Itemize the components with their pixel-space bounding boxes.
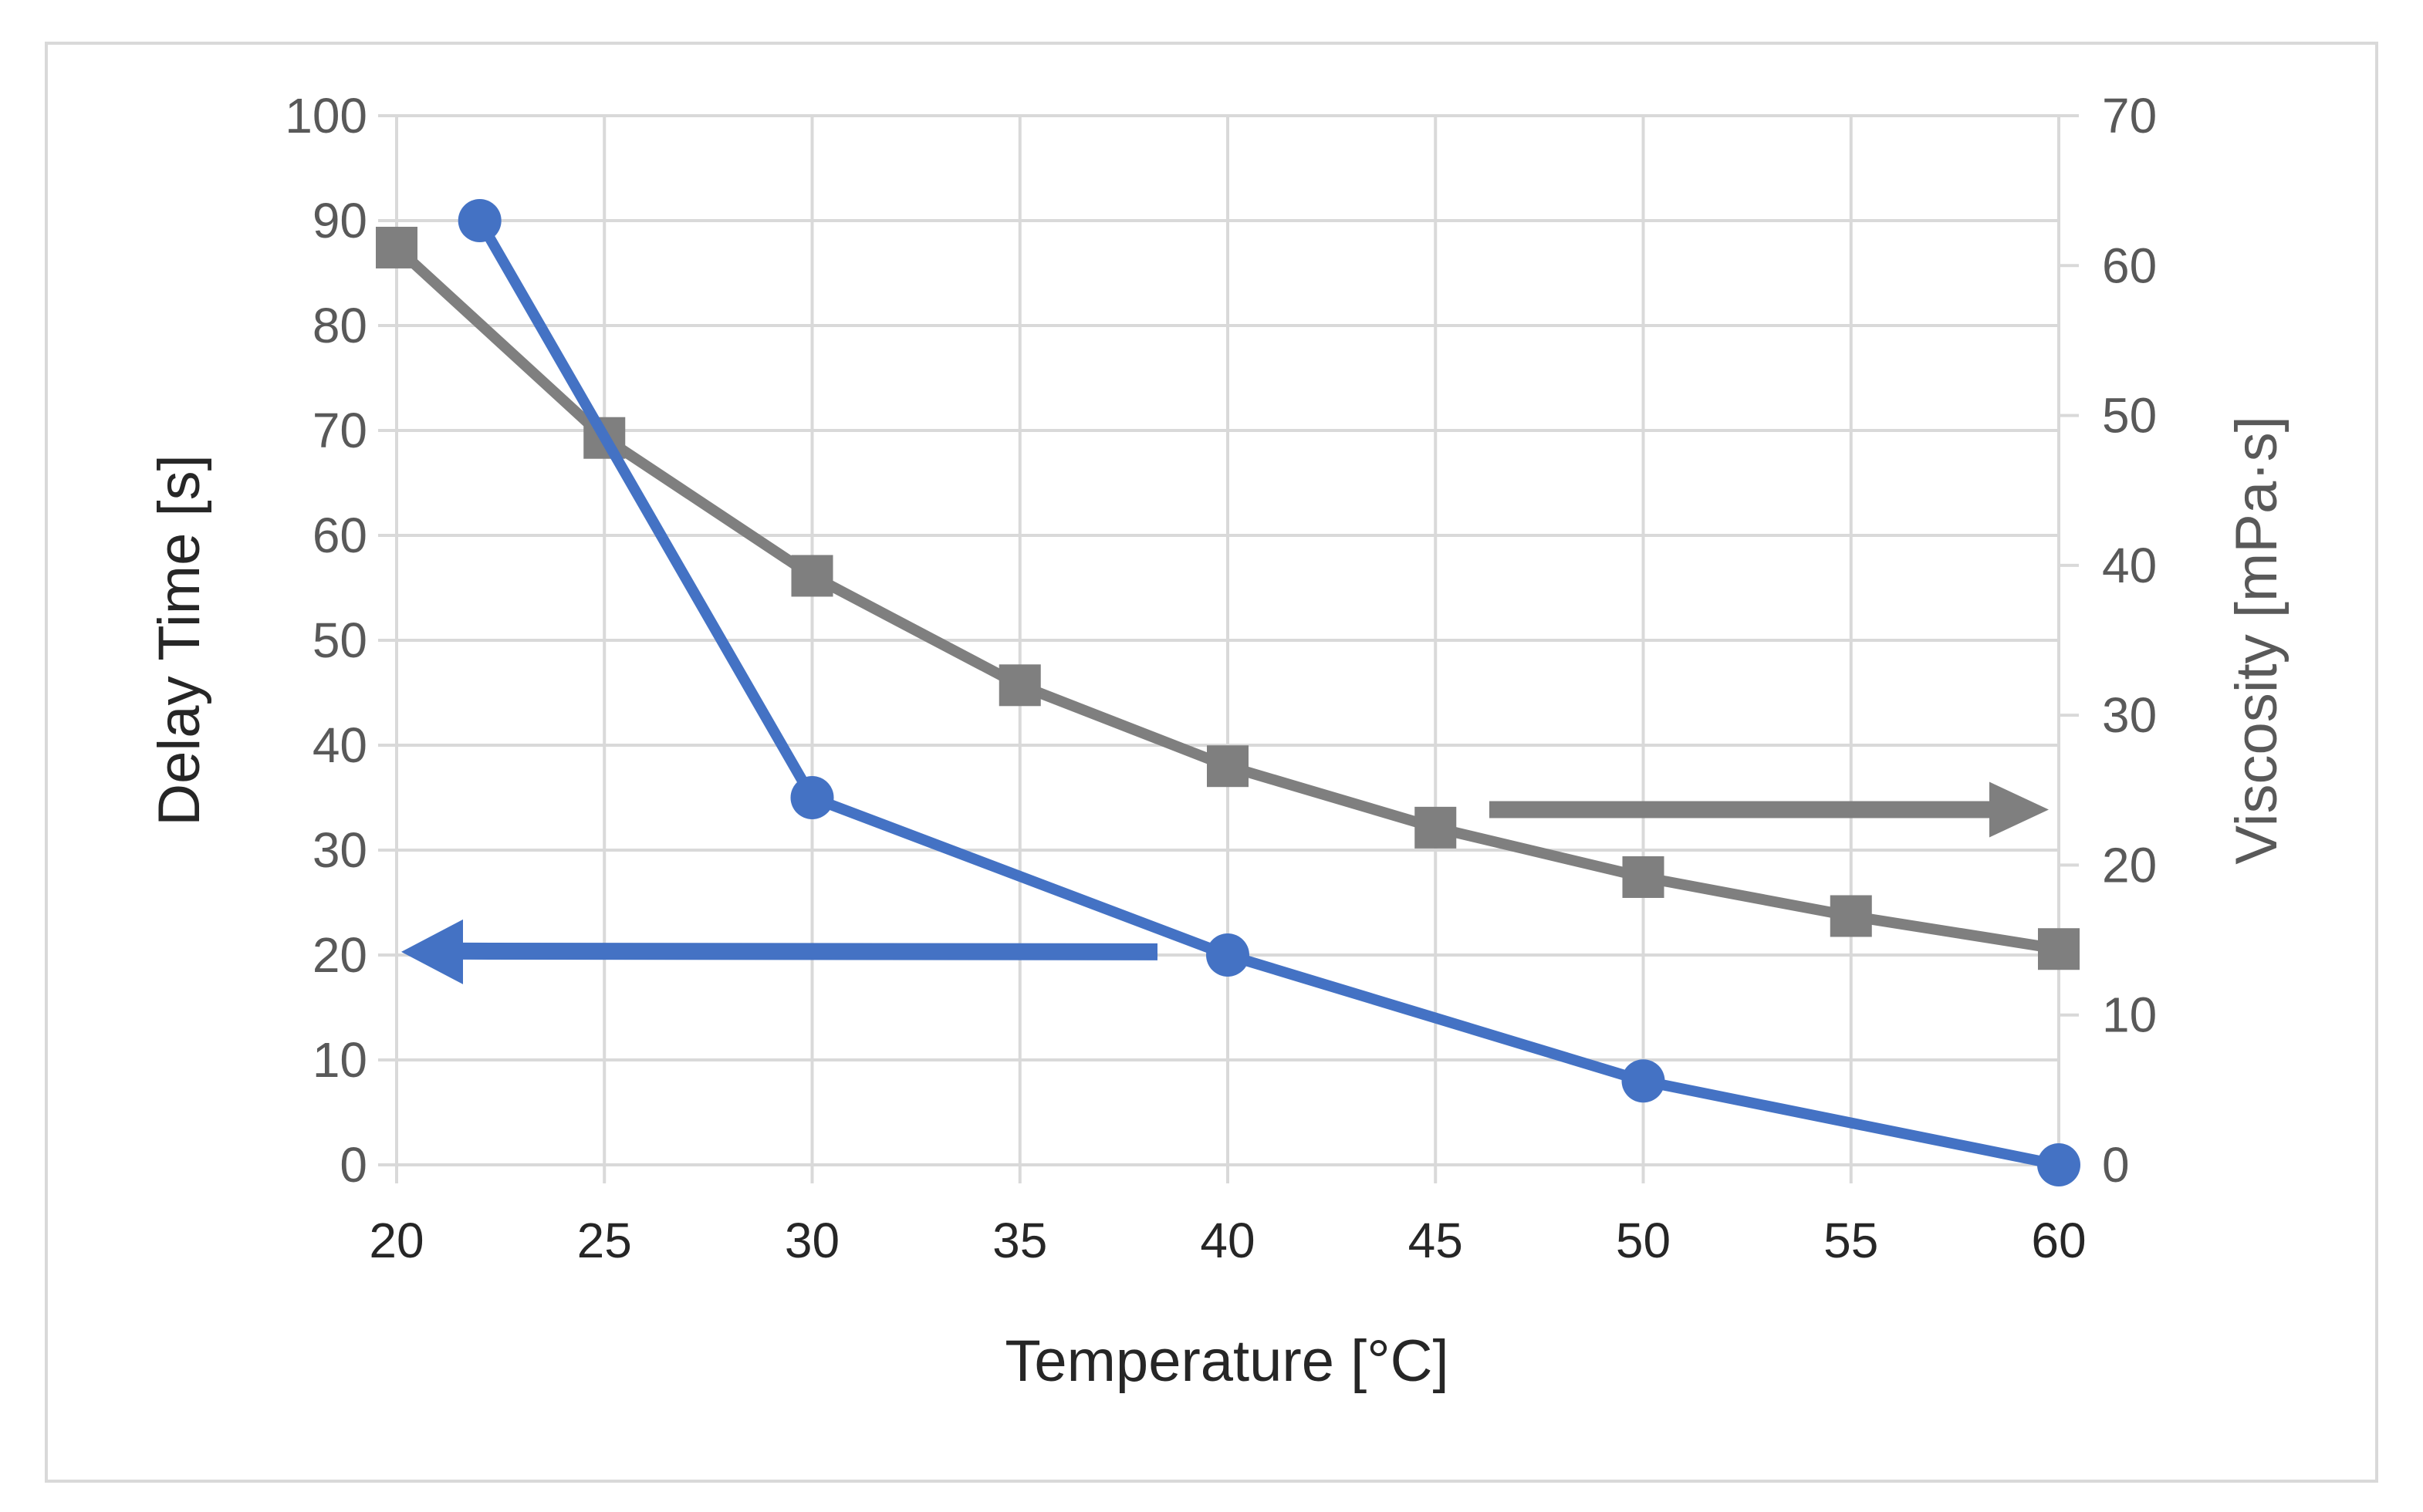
viscosity-point [1622, 856, 1664, 898]
viscosity-point [1414, 806, 1457, 849]
x-tick-label: 50 [1616, 1213, 1671, 1268]
y-tick-label: 40 [313, 717, 367, 773]
y2-tick-label: 50 [2102, 388, 2157, 444]
y2-tick-label: 20 [2102, 837, 2157, 893]
y2-tick-label: 0 [2102, 1137, 2130, 1193]
y-tick-label: 50 [313, 613, 367, 668]
y-tick-label: 90 [313, 193, 367, 248]
viscosity-point [1830, 895, 1872, 937]
viscosity-point [999, 664, 1041, 707]
delay-time-point [2037, 1143, 2080, 1186]
y2-tick-label: 30 [2102, 687, 2157, 743]
viscosity-point [1207, 745, 1249, 788]
y-tick-label: 0 [340, 1137, 367, 1193]
gridlines [378, 114, 2079, 1183]
x-tick-label: 55 [1823, 1213, 1878, 1268]
y-tick-label: 70 [313, 403, 367, 458]
delay-time-point [458, 199, 502, 242]
y-tick-label: 10 [313, 1032, 367, 1088]
x-tick-label: 35 [992, 1213, 1047, 1268]
y2-tick-label: 40 [2102, 538, 2157, 593]
x-tick-label: 45 [1408, 1213, 1463, 1268]
y2-tick-label: 70 [2102, 88, 2157, 143]
y2-tick-label: 10 [2102, 987, 2157, 1043]
x-tick-label: 60 [2031, 1213, 2086, 1268]
annotations [401, 781, 2049, 984]
delay-time-point [1206, 933, 1249, 977]
x-tick-label: 30 [785, 1213, 840, 1268]
viscosity-point [376, 226, 417, 268]
x-tick-label: 25 [577, 1213, 632, 1268]
tick-labels: 0 10 20 30 40 50 60 70 80 90 100 0 10 20 30 40 50 60 70 20 2… [285, 88, 2157, 1268]
y-tick-label: 100 [285, 88, 367, 143]
y2-tick-label: 60 [2102, 238, 2157, 293]
y-tick-label: 30 [313, 822, 367, 878]
viscosity-point [2038, 928, 2080, 970]
right-axis-arrow-head [1989, 781, 2049, 838]
delay-time-point [790, 776, 834, 819]
y-axis-title: Delay Time [s] [147, 454, 212, 825]
y-tick-label: 60 [313, 508, 367, 563]
left-axis-arrow-head [401, 919, 463, 984]
left-axis-arrow-shaft [462, 942, 1158, 960]
y-tick-label: 80 [313, 298, 367, 353]
x-tick-label: 20 [369, 1213, 424, 1268]
series [376, 199, 2080, 1186]
delay-time-point [1621, 1059, 1665, 1103]
viscosity-point [791, 555, 833, 597]
y-tick-label: 20 [313, 927, 367, 983]
y2-axis-title: Viscosity [mPa·s] [2224, 416, 2290, 864]
x-axis-title: Temperature [°C] [1005, 1328, 1448, 1394]
x-tick-label: 40 [1200, 1213, 1255, 1268]
